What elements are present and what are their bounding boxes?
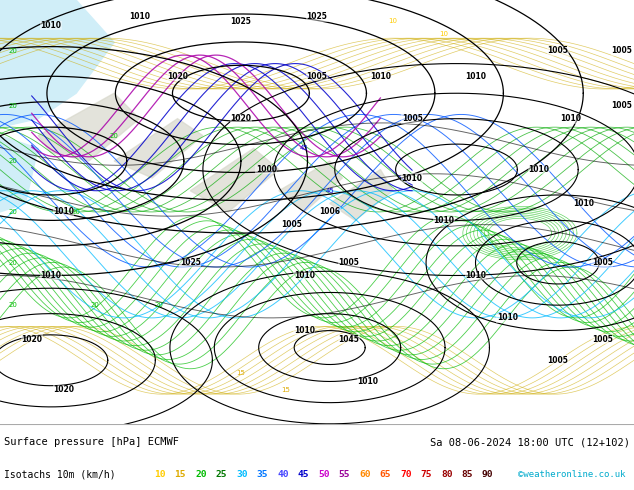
Text: 1005: 1005: [611, 101, 631, 110]
Text: 10: 10: [439, 31, 448, 37]
Text: 1010: 1010: [560, 114, 581, 123]
Text: 15: 15: [281, 387, 290, 393]
Text: 20: 20: [8, 209, 17, 215]
Text: 1005: 1005: [592, 335, 612, 343]
Text: 20: 20: [8, 48, 17, 54]
Text: 20: 20: [72, 209, 81, 215]
Text: 45: 45: [325, 188, 334, 194]
Polygon shape: [0, 136, 38, 212]
Text: Sa 08-06-2024 18:00 UTC (12+102): Sa 08-06-2024 18:00 UTC (12+102): [430, 438, 630, 447]
Text: 20: 20: [154, 302, 163, 308]
Polygon shape: [190, 148, 279, 212]
Text: 1010: 1010: [53, 207, 74, 217]
Text: 1025: 1025: [307, 12, 327, 22]
Text: 1020: 1020: [230, 114, 252, 123]
Text: 1006: 1006: [319, 207, 340, 217]
Text: 1010: 1010: [294, 271, 315, 280]
Text: 1010: 1010: [465, 271, 486, 280]
Text: 20: 20: [110, 133, 119, 139]
Polygon shape: [38, 93, 139, 161]
Text: 25: 25: [216, 469, 227, 479]
Text: 1005: 1005: [307, 72, 327, 81]
Text: 1025: 1025: [231, 17, 251, 25]
Text: 1010: 1010: [401, 173, 423, 182]
Text: 70: 70: [400, 469, 411, 479]
Text: Isotachs 10m (km/h): Isotachs 10m (km/h): [4, 469, 115, 479]
Polygon shape: [0, 0, 114, 127]
Text: 1005: 1005: [402, 114, 422, 123]
Text: 15: 15: [236, 370, 245, 376]
Text: 65: 65: [380, 469, 391, 479]
Text: 10: 10: [154, 469, 165, 479]
Text: ©weatheronline.co.uk: ©weatheronline.co.uk: [519, 469, 626, 479]
Text: 1010: 1010: [129, 12, 150, 22]
Text: 60: 60: [359, 469, 370, 479]
Text: 1010: 1010: [357, 377, 378, 386]
Text: 35: 35: [257, 469, 268, 479]
Text: 50: 50: [318, 469, 330, 479]
Text: 10: 10: [389, 18, 398, 24]
Text: 20: 20: [91, 302, 100, 308]
Text: 1010: 1010: [528, 165, 550, 174]
Text: 20: 20: [8, 260, 17, 266]
Text: 1000: 1000: [256, 165, 277, 174]
Text: 1005: 1005: [339, 258, 359, 267]
Text: 20: 20: [195, 469, 207, 479]
Text: 1020: 1020: [167, 72, 188, 81]
Text: 85: 85: [462, 469, 473, 479]
Polygon shape: [114, 119, 203, 178]
Text: 90: 90: [482, 469, 493, 479]
Text: 1045: 1045: [339, 335, 359, 343]
Text: 1010: 1010: [370, 72, 391, 81]
Polygon shape: [330, 170, 393, 220]
Text: 20: 20: [8, 103, 17, 109]
Text: 1010: 1010: [40, 271, 61, 280]
Text: 1025: 1025: [180, 258, 200, 267]
Text: 1005: 1005: [548, 356, 568, 365]
Text: 20: 20: [8, 158, 17, 164]
Text: 1010: 1010: [433, 216, 455, 225]
Text: 1010: 1010: [294, 326, 315, 335]
Text: 1020: 1020: [21, 335, 42, 343]
Text: 1005: 1005: [548, 47, 568, 55]
Text: 1005: 1005: [281, 220, 302, 229]
Text: 1010: 1010: [496, 314, 518, 322]
Text: 20: 20: [8, 302, 17, 308]
Text: 80: 80: [441, 469, 453, 479]
Text: 45: 45: [300, 146, 309, 151]
Text: 1005: 1005: [592, 258, 612, 267]
Text: 30: 30: [236, 469, 247, 479]
Text: 1020: 1020: [53, 386, 74, 394]
Text: 75: 75: [420, 469, 432, 479]
Text: Surface pressure [hPa] ECMWF: Surface pressure [hPa] ECMWF: [4, 438, 179, 447]
Text: 40: 40: [277, 469, 288, 479]
Text: 55: 55: [339, 469, 350, 479]
Text: 1010: 1010: [573, 199, 594, 208]
Text: 1010: 1010: [40, 21, 61, 30]
Text: 1005: 1005: [611, 47, 631, 55]
Text: 15: 15: [174, 469, 186, 479]
Text: 45: 45: [297, 469, 309, 479]
Polygon shape: [279, 161, 342, 212]
Text: 1010: 1010: [465, 72, 486, 81]
